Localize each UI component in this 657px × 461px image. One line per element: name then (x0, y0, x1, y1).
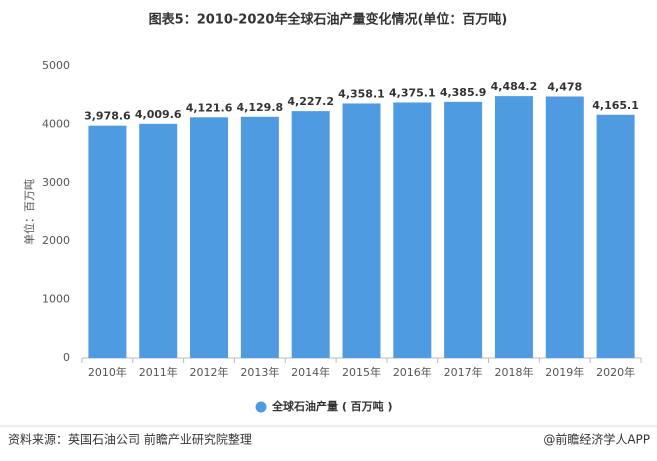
x-tick-label: 2019年 (545, 365, 584, 379)
x-tick-label: 2010年 (88, 365, 127, 379)
x-tick-label: 2017年 (444, 365, 483, 379)
value-label: 3,978.6 (84, 110, 131, 123)
value-label: 4,484.2 (491, 80, 538, 93)
x-tick-label: 2012年 (190, 365, 229, 379)
x-tick-label: 2020年 (596, 365, 635, 379)
legend-label: 全球石油产量 ( 百万吨 ) (271, 399, 393, 413)
source: 资料来源：英国石油公司 前瞻产业研究院整理 (8, 432, 252, 447)
y-tick-label: 3000 (42, 176, 70, 189)
x-tick-label: 2015年 (342, 365, 381, 379)
y-tick-label: 1000 (42, 293, 70, 306)
value-label: 4,165.1 (592, 99, 639, 112)
bar (291, 111, 330, 358)
value-label: 4,121.6 (186, 101, 233, 114)
bar (494, 96, 533, 359)
legend-marker (255, 401, 267, 413)
y-tick-label: 4000 (42, 117, 70, 130)
y-tick-label: 0 (63, 351, 70, 364)
y-tick-label: 5000 (42, 59, 70, 72)
bar (190, 117, 229, 359)
value-label: 4,129.8 (237, 101, 284, 114)
chart-title: 图表5：2010-2020年全球石油产量变化情况(单位：百万吨) (149, 12, 508, 28)
bar (596, 114, 635, 358)
x-tick-label: 2018年 (494, 365, 533, 379)
credit: @前瞻经济学人APP (543, 432, 650, 447)
value-label: 4,227.2 (287, 95, 334, 108)
x-tick-label: 2014年 (291, 365, 330, 379)
value-label: 4,358.1 (338, 87, 385, 100)
bar (240, 116, 279, 359)
value-label: 4,478 (547, 80, 582, 93)
x-tick-label: 2013年 (240, 365, 279, 379)
bar (444, 101, 483, 359)
bar (88, 125, 127, 359)
x-tick-label: 2011年 (139, 365, 178, 379)
value-label: 4,375.1 (389, 86, 436, 99)
y-axis-label: 单位：百万吨 (22, 179, 36, 245)
bar (545, 96, 584, 358)
bar (342, 103, 381, 358)
x-tick-label: 2016年 (393, 365, 432, 379)
bar (393, 102, 432, 358)
value-label: 4,385.9 (440, 86, 487, 99)
y-tick-label: 2000 (42, 234, 70, 247)
bar (139, 123, 178, 359)
value-label: 4,009.6 (135, 108, 182, 121)
